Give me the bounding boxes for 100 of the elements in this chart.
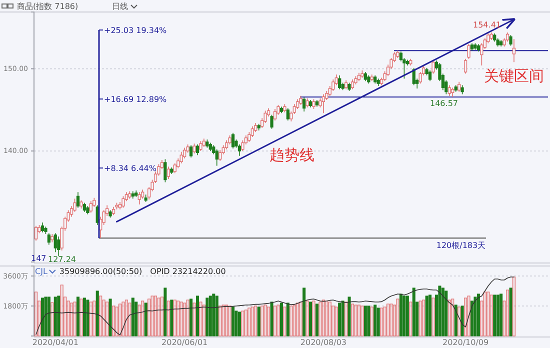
bar <box>73 302 76 336</box>
bar <box>438 286 442 336</box>
candlestick <box>89 200 92 214</box>
x-tick-label: 2020/04/01 <box>32 338 78 347</box>
bar <box>451 298 454 336</box>
bar <box>338 302 342 336</box>
bar <box>348 296 351 336</box>
bar <box>128 302 132 336</box>
candlestick <box>196 144 200 156</box>
x-tick-label: 2020/08/03 <box>300 338 346 347</box>
bar <box>144 302 148 336</box>
candlestick <box>34 225 38 242</box>
bar <box>34 292 38 336</box>
bar <box>354 304 358 336</box>
bar <box>280 302 283 336</box>
bar <box>428 294 432 336</box>
candlestick <box>122 196 125 208</box>
bar <box>40 298 44 336</box>
bar <box>360 306 364 336</box>
annotation: 关键区间 <box>484 67 544 85</box>
candlestick <box>344 80 348 90</box>
bar <box>286 302 290 336</box>
candlestick <box>47 232 50 246</box>
candlestick <box>164 158 167 183</box>
candlestick <box>173 162 176 174</box>
bar <box>150 296 154 336</box>
bar <box>106 302 109 336</box>
candlestick <box>312 98 316 110</box>
bar <box>448 300 451 336</box>
candlestick <box>451 87 454 98</box>
bar <box>380 308 384 336</box>
candlestick <box>306 98 309 108</box>
candlestick <box>273 108 277 121</box>
candlestick <box>199 140 202 152</box>
bar <box>270 302 274 336</box>
bar <box>292 304 296 336</box>
line-series <box>36 276 514 336</box>
bar <box>460 306 464 336</box>
bar <box>38 300 41 336</box>
candlestick <box>509 34 512 46</box>
candlestick <box>458 82 461 92</box>
bar <box>374 304 377 336</box>
bar <box>199 302 202 336</box>
bar <box>399 294 402 336</box>
bar <box>86 300 90 336</box>
x-tick-label: 2020/10/09 <box>442 338 489 347</box>
bar <box>350 304 354 336</box>
bar <box>444 290 448 336</box>
candlestick <box>215 148 218 166</box>
chart-title: 商品(指数 7186) <box>17 2 78 11</box>
bar <box>334 306 338 336</box>
bar <box>64 296 67 336</box>
bar <box>502 300 506 336</box>
bar <box>47 296 50 336</box>
chart-title: CJL <box>35 267 48 276</box>
bar <box>138 304 141 336</box>
candlestick <box>322 94 326 114</box>
candlestick <box>350 79 354 90</box>
bar <box>180 302 183 336</box>
candlestick <box>82 202 86 212</box>
candlestick <box>192 143 196 154</box>
bar <box>312 300 316 336</box>
candlestick <box>241 140 244 152</box>
bar <box>490 294 493 336</box>
bar <box>99 296 102 336</box>
candlestick <box>428 70 432 82</box>
bar <box>89 302 92 336</box>
bar <box>467 296 470 336</box>
bar <box>273 306 277 336</box>
bar <box>309 302 312 336</box>
x-tick-label: 2020/06/01 <box>162 338 208 347</box>
candlestick <box>54 232 57 253</box>
bar <box>260 306 264 336</box>
bar <box>406 296 409 336</box>
annotation: 146.57 <box>430 98 458 108</box>
bar <box>412 288 416 336</box>
bar <box>322 300 325 336</box>
bar <box>396 298 400 336</box>
bar <box>390 304 393 336</box>
bar <box>183 302 186 336</box>
bar <box>341 300 344 336</box>
candlestick <box>189 144 193 158</box>
bar <box>474 296 477 336</box>
bar <box>192 302 196 336</box>
bar <box>212 294 216 336</box>
annotation: +25.03 19.34% <box>104 26 168 35</box>
bar <box>134 302 138 336</box>
bar <box>80 298 83 336</box>
bar <box>92 300 96 336</box>
bar <box>302 288 306 336</box>
bar <box>512 276 516 336</box>
bar <box>290 306 293 336</box>
bar <box>241 310 244 336</box>
bar <box>112 306 116 336</box>
bar <box>464 298 468 336</box>
bar <box>108 298 112 336</box>
bar <box>483 292 486 336</box>
bar <box>60 284 64 336</box>
candlestick <box>448 84 451 96</box>
bar <box>425 296 428 336</box>
